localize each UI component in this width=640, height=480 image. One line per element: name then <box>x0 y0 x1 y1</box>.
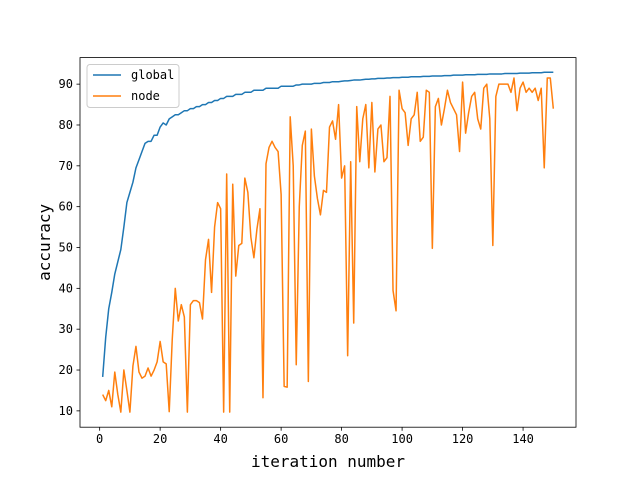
x-tick-label: 40 <box>213 432 227 446</box>
y-tick-label: 80 <box>59 118 73 132</box>
series-line-node <box>102 77 555 413</box>
y-tick-label: 30 <box>59 322 73 336</box>
y-tick-label: 50 <box>59 241 73 255</box>
y-tick-label: 60 <box>59 200 73 214</box>
series-line-global <box>101 71 554 378</box>
axis-ticks: 0 20 40 60 80 100 120 140 10 20 30 40 50 60 70 80 90 <box>59 77 534 446</box>
y-tick-label: 90 <box>59 77 73 91</box>
legend-label-global: global <box>131 68 174 82</box>
y-tick-label: 10 <box>59 404 73 418</box>
x-tick-label: 80 <box>334 432 348 446</box>
x-axis-label: iteration number <box>251 452 405 471</box>
plot-area <box>101 71 555 413</box>
x-tick-label: 60 <box>274 432 288 446</box>
x-tick-label: 0 <box>96 432 103 446</box>
x-tick-label: 100 <box>391 432 413 446</box>
y-tick-label: 40 <box>59 281 73 295</box>
axes-frame <box>79 57 577 428</box>
y-tick-label: 70 <box>59 159 73 173</box>
legend: global node <box>86 64 180 108</box>
x-tick-label: 140 <box>512 432 534 446</box>
y-tick-label: 20 <box>59 363 73 377</box>
x-tick-label: 120 <box>452 432 474 446</box>
legend-label-node: node <box>131 89 160 103</box>
x-tick-label: 20 <box>153 432 167 446</box>
y-axis-label: accuracy <box>35 204 54 281</box>
